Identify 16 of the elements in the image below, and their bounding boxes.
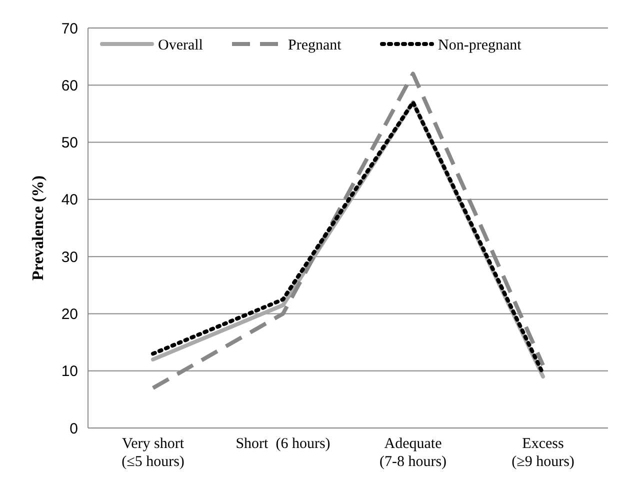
legend-label: Overall xyxy=(158,37,203,54)
y-tick-label: 50 xyxy=(61,134,78,152)
x-tick-label: Very short (≤5 hours) xyxy=(122,436,185,470)
y-tick-label: 30 xyxy=(61,248,78,266)
legend-label: Non-pregnant xyxy=(438,37,522,54)
y-tick-label: 10 xyxy=(61,363,78,380)
x-tick-label: Adequate (7-8 hours) xyxy=(379,436,447,470)
y-tick-label: 70 xyxy=(61,20,78,38)
y-tick-label: 20 xyxy=(61,306,78,323)
y-tick-label: 40 xyxy=(61,192,78,209)
y-tick-label: 60 xyxy=(61,77,78,94)
legend-label: Pregnant xyxy=(288,37,342,54)
y-tick-label: 0 xyxy=(70,420,78,438)
x-tick-label: Excess (≥9 hours) xyxy=(512,436,574,470)
x-tick-label: Short (6 hours) xyxy=(236,436,330,452)
y-axis-title: Prevalence (%) xyxy=(30,176,47,280)
